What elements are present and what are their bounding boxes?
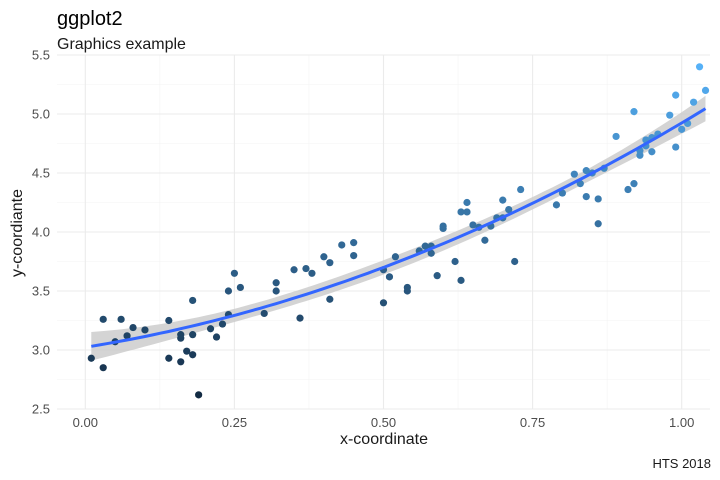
data-point [117,315,125,323]
data-point [463,198,471,207]
data-point [511,257,519,266]
data-point [457,276,465,284]
data-point [99,364,107,372]
data-point [582,167,590,175]
data-point [666,111,674,119]
data-point [594,195,602,203]
data-point [457,208,465,216]
x-axis-title: x-coordinate [340,431,428,448]
y-tick-label: 3.0 [32,343,50,358]
y-tick-label: 2.5 [32,402,50,417]
data-point [129,323,137,332]
data-point [296,314,304,322]
grid [57,54,710,410]
data-point [648,148,656,156]
x-tick-label: 1.00 [669,415,694,430]
data-point [350,239,358,247]
data-point [379,299,388,307]
y-tick-label: 4.5 [32,166,50,181]
chart-caption: HTS 2018 [652,456,711,471]
data-point [630,180,638,188]
data-point [230,269,239,277]
data-point [701,86,710,94]
data-point [451,257,459,266]
x-tick-label: 0.50 [371,415,396,430]
x-tick-label: 0.75 [520,415,545,430]
data-point [141,326,149,334]
data-point [218,320,227,328]
data-point [123,332,131,340]
data-point [177,331,185,339]
y-tick-label: 3.5 [32,284,50,299]
data-point [338,241,346,249]
data-point [433,272,441,280]
data-point [326,259,334,267]
data-point [630,108,638,116]
data-point [236,283,244,292]
data-point [672,91,680,99]
data-point [421,242,429,250]
data-point [612,132,620,141]
chart-title: ggplot2 [57,8,123,30]
data-point [87,354,95,362]
data-point [505,205,513,214]
y-tick-label: 4.0 [32,225,50,240]
data-point [320,253,328,261]
chart-subtitle: Graphics example [57,36,186,53]
y-tick-label: 5.5 [32,48,50,63]
data-point [272,279,280,287]
data-point [481,236,489,244]
data-point [624,185,632,194]
x-tick-label: 0.00 [73,415,98,430]
data-point [99,315,107,323]
tick-labels: 0.00 0.25 0.50 0.75 1.00 2.5 3.0 3.5 4.0 4.5 5.0 5.… [32,48,694,431]
data-point [326,295,334,303]
data-point [189,331,197,339]
data-point [350,252,358,260]
data-point [552,201,561,209]
data-point [290,266,298,274]
y-tick-label: 5.0 [32,107,50,122]
data-point [594,220,602,228]
data-point [439,222,447,230]
data-point [212,333,221,341]
data-point [672,143,680,151]
x-tick-label: 0.25 [222,415,247,430]
data-point [189,351,197,359]
data-point [195,391,203,399]
smooth-line [91,107,707,348]
data-point [558,189,567,197]
data-point [302,264,310,273]
data-point [224,287,233,295]
y-axis-title: y-coordiante [9,189,26,277]
data-point [385,273,394,281]
data-point [690,98,698,106]
data-point [678,125,686,133]
data-point [272,287,280,295]
data-point [165,354,173,362]
data-point [177,358,185,366]
data-point [183,347,191,355]
data-point [206,325,215,333]
data-point [260,309,268,318]
data-point [189,296,197,305]
data-point [165,316,173,325]
smooth-fit-line [91,107,707,348]
data-point [391,253,400,261]
data-point [463,208,471,216]
data-point [695,63,704,71]
data-point [308,269,316,277]
data-point [427,249,435,257]
data-point [469,221,477,229]
data-point [403,283,411,292]
data-point [499,196,507,204]
data-point [570,170,578,178]
data-point [517,185,525,194]
data-point [582,193,590,201]
